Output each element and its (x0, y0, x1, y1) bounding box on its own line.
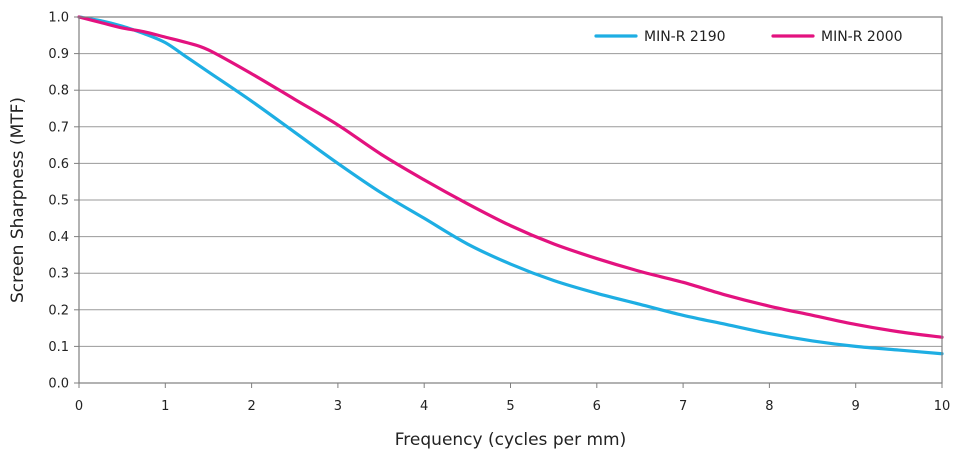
x-axis-ticks: 0 1 2 3 4 5 6 7 8 9 10 (75, 383, 950, 414)
y-axis-title: Screen Sharpness (MTF) (8, 97, 28, 303)
y-tick-label: 0.4 (48, 230, 69, 245)
series-layer (77, 15, 944, 356)
x-tick-label: 5 (506, 399, 514, 414)
x-tick-label: 8 (765, 399, 773, 414)
y-tick-label: 0.8 (48, 84, 69, 99)
y-tick-label: 0.0 (48, 377, 69, 392)
legend-label-min-r-2000: MIN-R 2000 (821, 29, 903, 45)
y-tick-label: 0.9 (48, 47, 69, 62)
x-tick-label: 3 (334, 399, 342, 414)
y-tick-label: 0.2 (48, 303, 69, 318)
y-tick-label: 1.0 (48, 11, 69, 26)
y-tick-label: 0.5 (48, 194, 69, 209)
x-tick-label: 2 (247, 399, 255, 414)
y-tick-label: 0.6 (48, 157, 69, 172)
legend-label-min-r-2190: MIN-R 2190 (644, 29, 726, 45)
x-tick-label: 0 (75, 399, 83, 414)
series-line-min-r-2000 (77, 15, 944, 339)
x-tick-label: 4 (420, 399, 428, 414)
y-tick-label: 0.3 (48, 267, 69, 282)
y-tick-label: 0.1 (48, 340, 69, 355)
x-tick-label: 6 (593, 399, 601, 414)
legend: MIN-R 2190 MIN-R 2000 (594, 29, 903, 45)
series-line-min-r-2190 (77, 15, 944, 356)
x-tick-label: 7 (679, 399, 687, 414)
x-tick-label: 10 (934, 399, 951, 414)
horizontal-gridlines (79, 53, 942, 347)
x-tick-label: 1 (161, 399, 169, 414)
x-tick-label: 9 (852, 399, 860, 414)
x-axis-title: Frequency (cycles per mm) (395, 430, 626, 450)
y-tick-label: 0.7 (48, 120, 69, 135)
y-axis-ticks: 0.0 0.1 0.2 0.3 0.4 0.5 0.6 0.7 0.8 0.9 1.0 (48, 11, 79, 392)
